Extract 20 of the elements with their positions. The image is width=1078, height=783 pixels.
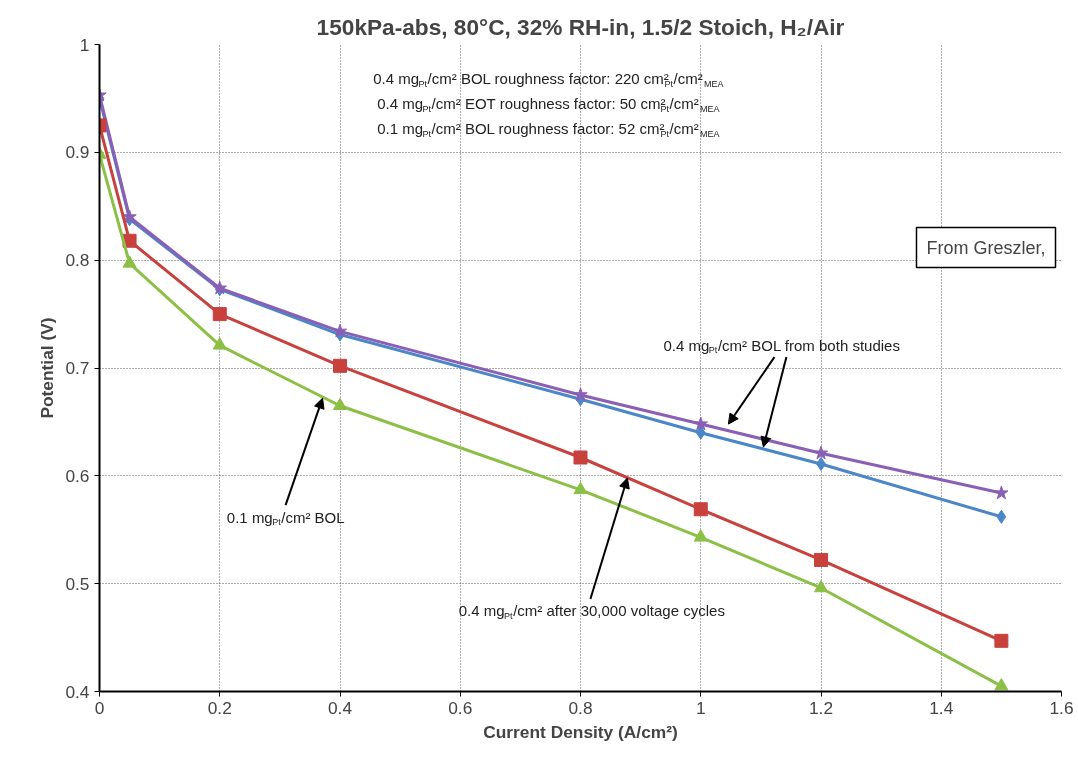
y-tick-label: 0.6 — [65, 465, 90, 486]
y-tick-label: 0.8 — [65, 250, 90, 271]
x-tick-label: 0.2 — [207, 697, 232, 718]
chart-title: 150kPa-abs, 80°C, 32% RH-in, 1.5/2 Stoich, H₂/Air — [316, 13, 845, 40]
x-tick-label: 0.6 — [448, 697, 473, 718]
y-axis-title: Potential (V) — [37, 317, 58, 419]
x-tick-label: 0.4 — [327, 697, 353, 718]
x-tick-label: 1.2 — [808, 697, 834, 718]
x-tick-label: 1.6 — [1049, 697, 1074, 718]
y-tick-label: 0.5 — [65, 573, 90, 594]
y-tick-label: 0.7 — [65, 358, 90, 378]
x-tick-label: 0.8 — [568, 697, 593, 718]
annotation: From Greszler, — [926, 237, 1046, 258]
x-tick-label: 1.4 — [929, 697, 954, 718]
x-tick-label: 1 — [695, 697, 706, 718]
y-tick-label: 0.9 — [65, 142, 90, 163]
x-axis-title: Current Density (A/cm²) — [483, 721, 678, 742]
x-tick-label: 0 — [94, 697, 105, 718]
y-tick-label: 0.4 — [65, 681, 90, 702]
y-tick-label: 1 — [79, 34, 90, 55]
